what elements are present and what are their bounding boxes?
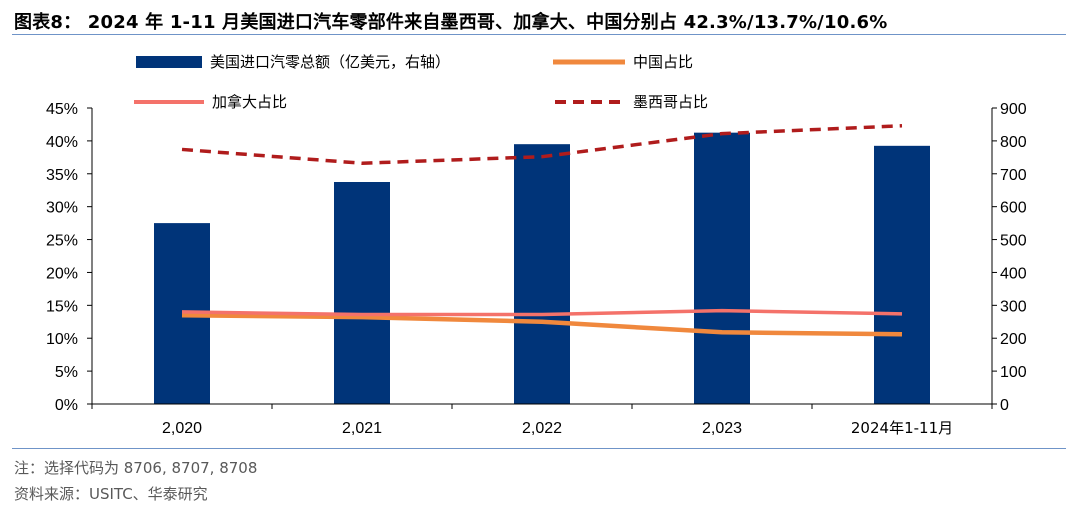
- left-tick-label-8: 40%: [46, 134, 78, 151]
- legend-label-bar: 美国进口汽零总额（亿美元，右轴）: [210, 53, 450, 71]
- right-tick-label-2: 200: [1000, 331, 1027, 348]
- x-tick-label-0: 2,020: [162, 420, 202, 437]
- chart-svg: 美国进口汽零总额（亿美元，右轴） 中国占比 加拿大占比 墨西哥占比 0% 5% 10…: [46, 53, 1027, 437]
- chart-title: 图表8： 2024 年 1-11 月美国进口汽车零部件来自墨西哥、加拿大、中国分…: [14, 12, 888, 33]
- series-line-mexico: [181, 124, 903, 166]
- left-tick-label-7: 35%: [46, 167, 78, 184]
- right-tick-label-0: 0: [1000, 397, 1009, 414]
- footer-divider: [12, 448, 1066, 449]
- right-tick-label-6: 600: [1000, 200, 1027, 217]
- series-line-china: [181, 312, 903, 337]
- x-tick-label-4: 2024年1-11月: [851, 419, 953, 437]
- legend-label-china: 中国占比: [633, 53, 693, 71]
- left-tick-label-1: 5%: [55, 364, 78, 381]
- series-line-canada: [181, 308, 903, 317]
- legend: 美国进口汽零总额（亿美元，右轴） 中国占比 加拿大占比 墨西哥占比: [134, 53, 708, 111]
- right-tick-label-1: 100: [1000, 364, 1027, 381]
- left-tick-label-3: 15%: [46, 298, 78, 315]
- left-tick-label-2: 10%: [46, 331, 78, 348]
- right-tick-label-5: 500: [1000, 233, 1027, 250]
- footnote-source: 资料来源：USITC、华泰研究: [14, 485, 208, 503]
- bar-2: [514, 144, 570, 404]
- plot-area: 0% 5% 10% 15% 20% 25% 30% 35% 40% 45% 0 100 200 300 40…: [46, 101, 1027, 437]
- bar-1: [334, 182, 390, 404]
- right-tick-label-3: 300: [1000, 298, 1027, 315]
- legend-swatch-bar: [136, 56, 202, 68]
- right-tick-label-8: 800: [1000, 134, 1027, 151]
- left-tick-label-5: 25%: [46, 233, 78, 250]
- left-tick-label-9: 45%: [46, 101, 78, 118]
- left-tick-label-4: 20%: [46, 265, 78, 282]
- left-tick-label-6: 30%: [46, 200, 78, 217]
- right-tick-label-7: 700: [1000, 167, 1027, 184]
- bar-3: [694, 132, 750, 404]
- legend-label-canada: 加拿大占比: [212, 93, 287, 111]
- right-tick-label-4: 400: [1000, 265, 1027, 282]
- x-tick-label-1: 2,021: [342, 420, 382, 437]
- x-tick-label-2: 2,022: [522, 420, 562, 437]
- right-tick-label-9: 900: [1000, 101, 1027, 118]
- legend-label-mexico: 墨西哥占比: [633, 93, 708, 111]
- bar-4: [874, 145, 930, 405]
- footnote-note: 注：选择代码为 8706, 8707, 8708: [14, 459, 258, 477]
- title-divider: [12, 34, 1066, 35]
- x-tick-label-3: 2,023: [702, 420, 742, 437]
- left-tick-label-0: 0%: [55, 397, 78, 414]
